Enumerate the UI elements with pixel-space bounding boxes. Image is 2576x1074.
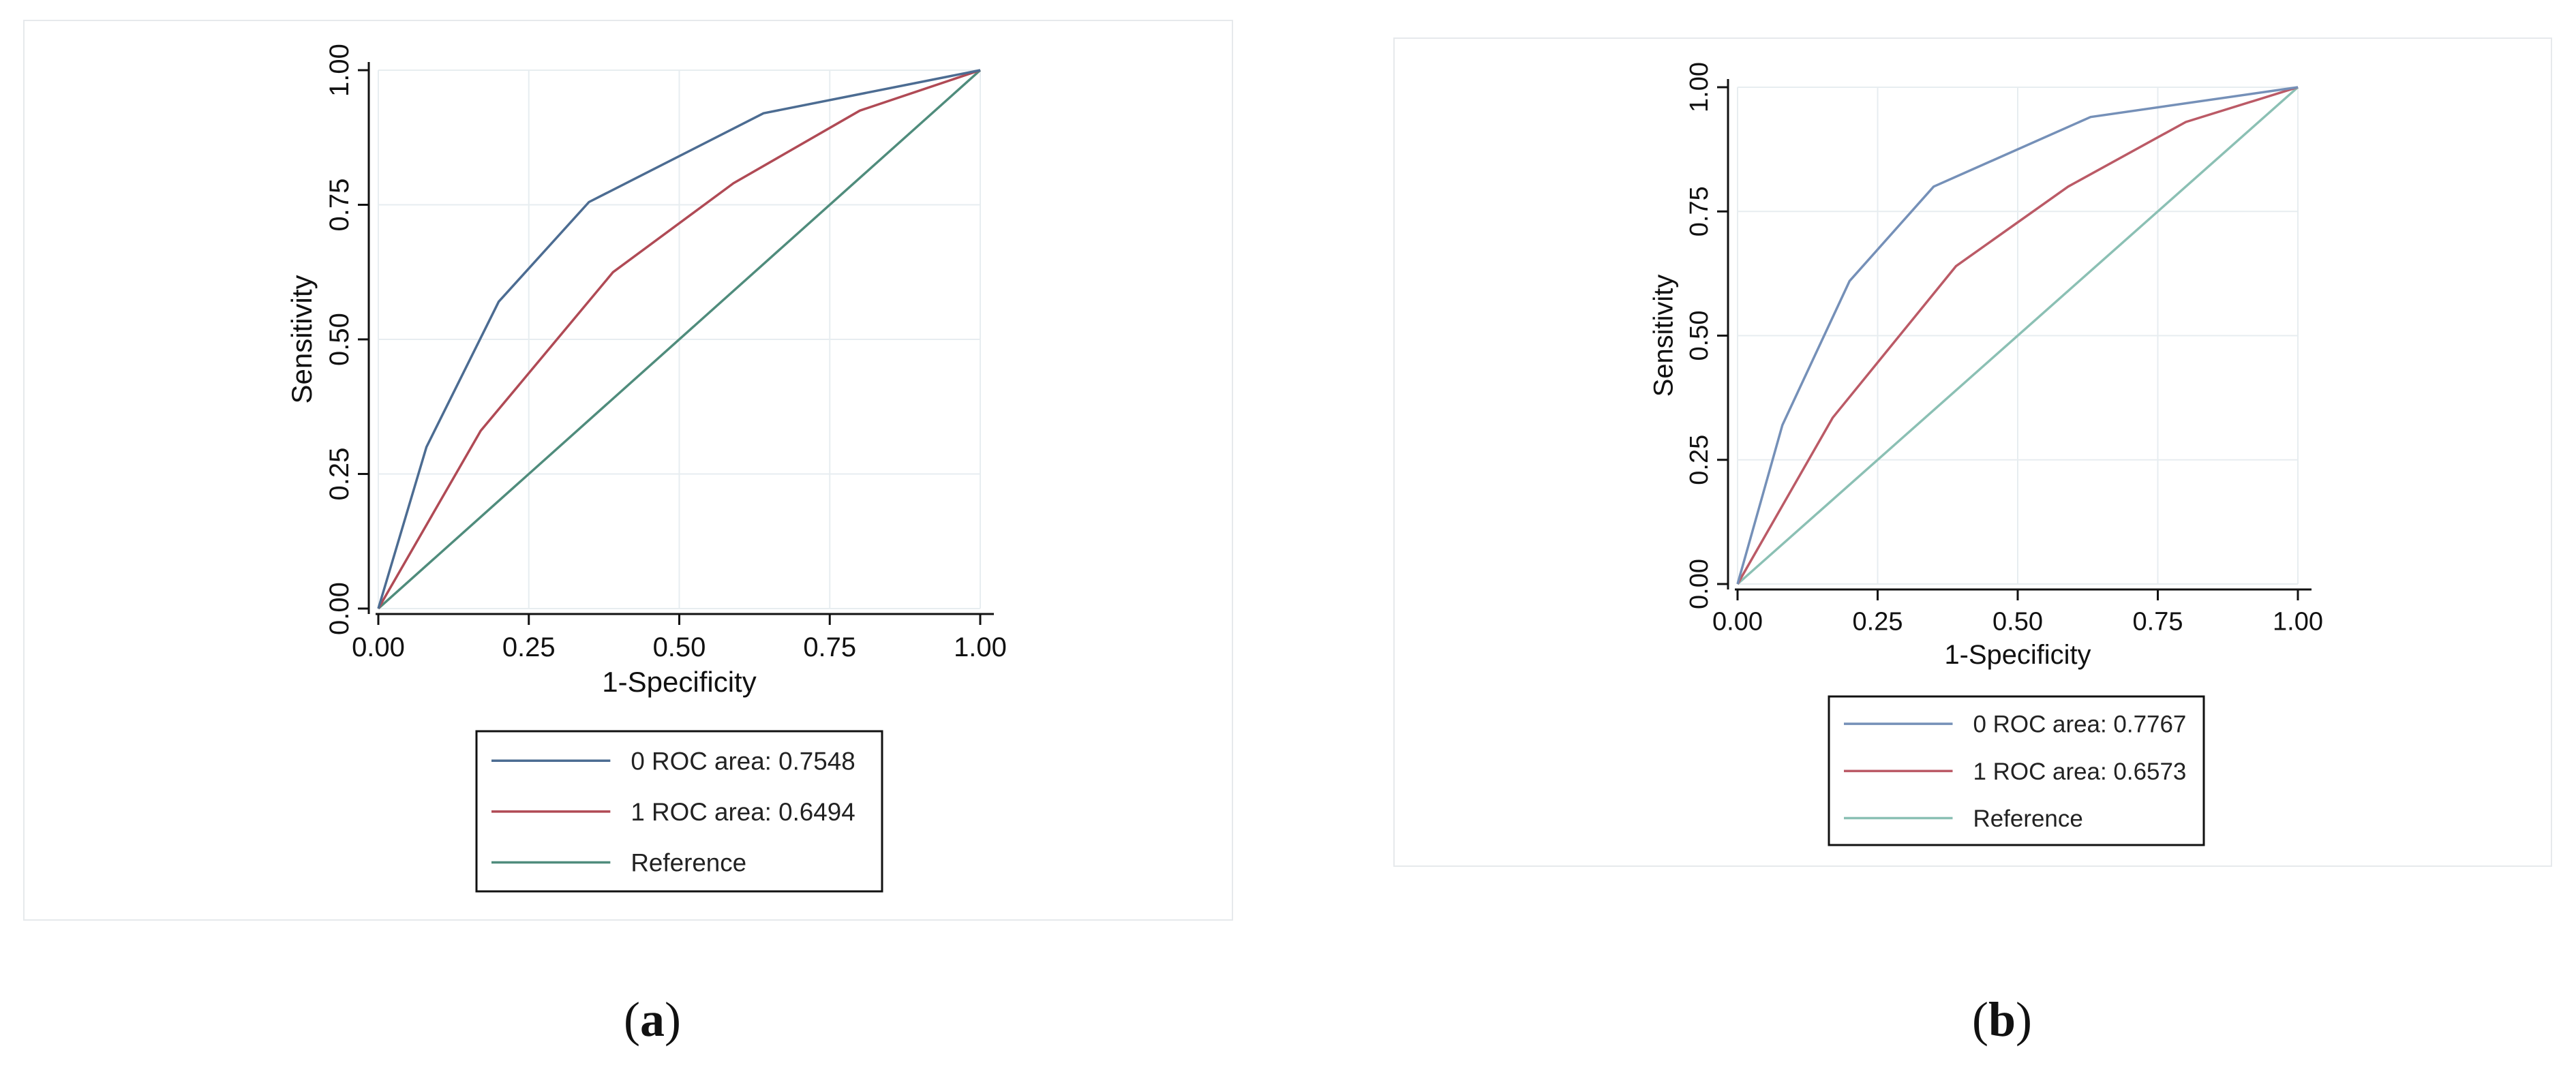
y-tick-label: 1.00 (324, 44, 354, 97)
series-line-2 (1736, 86, 2299, 585)
legend-label-2: Reference (631, 849, 746, 877)
x-axis-title: 1-Specificity (602, 666, 756, 698)
x-axis-title: 1-Specificity (1944, 640, 2091, 670)
y-tick-label: 0.25 (1685, 435, 1714, 485)
y-tick-label: 1.00 (1685, 62, 1714, 112)
roc-chart-a: 0.00 0.25 0.50 0.75 1.00 0.00 0.25 0.50 0.75 1.00… (286, 44, 1007, 893)
y-tick-label: 0.25 (324, 448, 354, 501)
series-line-1 (1736, 86, 2299, 585)
legend-label-2: Reference (1973, 806, 2083, 832)
roc-chart-b: 0.00 0.25 0.50 0.75 1.00 0.00 0.25 0.50 0.75 1.00… (1649, 62, 2323, 846)
legend-label-1: 1 ROC area: 0.6494 (631, 798, 855, 826)
x-tick-label: 1.00 (954, 632, 1007, 662)
chart-panel-a: 0.00 0.25 0.50 0.75 1.00 0.00 0.25 0.50 0.75 1.00… (23, 20, 1233, 921)
series-line-0 (377, 69, 981, 609)
caption-b: (b) (1972, 992, 2033, 1047)
y-tick-label: 0.50 (1685, 311, 1714, 361)
y-axis-title: Sensitivity (1649, 275, 1679, 397)
caption-b-letter: b (1988, 992, 2016, 1047)
series-line-2 (377, 69, 982, 610)
y-tick-label: 0.50 (324, 313, 354, 366)
y-tick-label: 0.75 (324, 179, 354, 232)
caption-a: (a) (624, 992, 681, 1047)
legend-label-1: 1 ROC area: 0.6573 (1973, 758, 2187, 785)
x-tick-label: 0.50 (653, 632, 706, 662)
x-tick-label: 0.25 (502, 632, 556, 662)
y-tick-label: 0.00 (1685, 559, 1714, 609)
x-tick-label: 0.75 (2133, 608, 2183, 636)
series-line-0 (1736, 86, 2299, 585)
y-tick-label: 0.00 (324, 582, 354, 635)
series-line-1 (377, 69, 981, 609)
caption-a-letter: a (639, 992, 665, 1047)
x-tick-label: 0.00 (1712, 608, 1763, 636)
y-tick-label: 0.75 (1685, 186, 1714, 236)
x-tick-label: 0.25 (1853, 608, 1903, 636)
x-tick-label: 0.50 (1992, 608, 2043, 636)
legend-label-0: 0 ROC area: 0.7548 (631, 747, 855, 775)
y-axis-title: Sensitivity (286, 275, 318, 403)
x-tick-label: 1.00 (2273, 608, 2323, 636)
chart-panel-b: 0.00 0.25 0.50 0.75 1.00 0.00 0.25 0.50 0.75 1.00… (1393, 37, 2552, 867)
legend-label-0: 0 ROC area: 0.7767 (1973, 711, 2187, 738)
x-tick-label: 0.00 (352, 632, 405, 662)
x-tick-label: 0.75 (803, 632, 856, 662)
